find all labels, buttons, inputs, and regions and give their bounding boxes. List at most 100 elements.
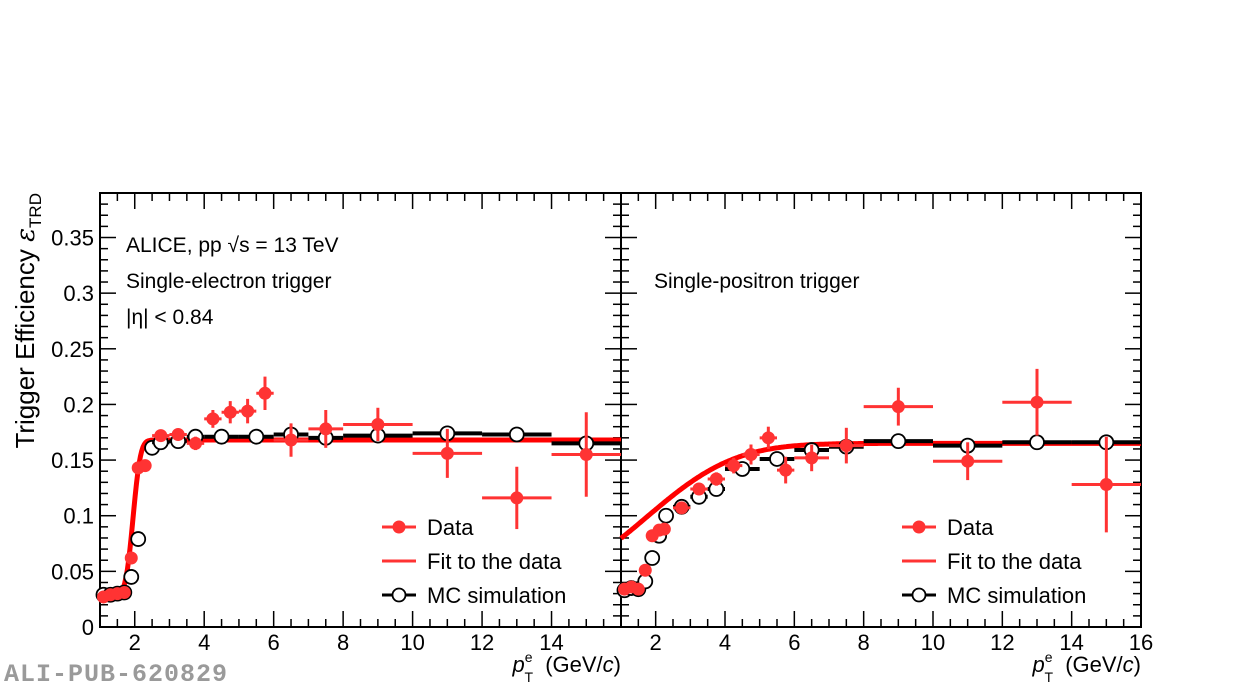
- left-y-tick-label: 0.25: [51, 337, 94, 362]
- legend-label: Fit to the data: [947, 549, 1082, 574]
- left-x-axis-label: pe T (GeV/c): [511, 649, 621, 685]
- left-data-point: [117, 586, 131, 600]
- left-mc-point: [130, 531, 147, 547]
- data-marker: [1030, 395, 1044, 409]
- left-x-tick-label: 6: [268, 630, 280, 655]
- data-marker: [138, 459, 152, 473]
- left-y-tick-label: 0.05: [51, 559, 94, 584]
- publication-id-watermark: ALI-PUB-620829: [4, 660, 229, 689]
- data-marker: [223, 405, 237, 419]
- right-mc-point: [890, 433, 907, 450]
- data-marker: [631, 582, 645, 596]
- right-data-point: [638, 563, 652, 577]
- data-marker: [761, 431, 775, 445]
- legend-label: MC simulation: [947, 583, 1086, 608]
- legend-label: Data: [947, 515, 994, 540]
- right-x-tick-label: 16: [1129, 630, 1153, 655]
- left-x-tick-label: 10: [400, 630, 424, 655]
- left-data-point: [412, 428, 483, 478]
- right-mc-point: [658, 507, 674, 524]
- data-marker: [241, 404, 255, 418]
- left-x-tick-label: 4: [198, 630, 210, 655]
- right-data-point: [690, 482, 708, 496]
- legend-mc-marker: [911, 587, 927, 603]
- data-marker: [839, 439, 853, 453]
- left-mc-point: [248, 428, 265, 445]
- legend-label: Fit to the data: [427, 549, 562, 574]
- right-mc-point: [644, 550, 661, 566]
- data-marker: [744, 448, 758, 462]
- legend-data-marker: [912, 520, 926, 534]
- left-y-tick-label: 0.2: [63, 392, 94, 417]
- left-data-point: [186, 436, 205, 451]
- right-data-point: [707, 472, 725, 486]
- right-data-point: [794, 444, 829, 472]
- data-marker: [124, 551, 138, 565]
- left-annotation: Single-electron trigger: [126, 270, 331, 293]
- legend-data-marker: [392, 520, 406, 534]
- left-data-point: [221, 401, 239, 424]
- left-data-point: [308, 410, 344, 448]
- right-x-tick-label: 2: [650, 630, 662, 655]
- data-marker: [579, 448, 593, 462]
- left-fit-curve: [100, 437, 621, 599]
- right-data-point: [933, 442, 1003, 481]
- left-data-point: [169, 427, 187, 441]
- left-mc-point: [508, 426, 525, 443]
- left-annotation: |η| < 0.84: [126, 306, 214, 329]
- right-legend-entry: MC simulation: [902, 583, 1086, 608]
- left-legend-entry: Data: [382, 515, 474, 540]
- left-x-tick-label: 2: [129, 630, 141, 655]
- left-legend-entry: MC simulation: [382, 583, 566, 608]
- left-x-tick-label: 8: [337, 630, 349, 655]
- right-data-point: [863, 387, 933, 426]
- left-y-tick-label: 0.35: [51, 226, 94, 251]
- left-data-point: [204, 410, 222, 428]
- y-axis-label: Trigger Efficiency εTRD: [10, 193, 45, 449]
- right-data-point: [1071, 436, 1141, 533]
- right-x-axis-label: pe T (GeV/c): [1031, 649, 1141, 685]
- left-data-point: [273, 423, 309, 457]
- data-marker: [258, 386, 272, 400]
- data-marker: [440, 446, 454, 460]
- right-data-point: [777, 456, 795, 484]
- data-marker: [284, 433, 298, 447]
- right-x-tick-label: 4: [719, 630, 731, 655]
- legend-label: Data: [427, 515, 474, 540]
- left-data-point: [124, 551, 138, 565]
- data-marker: [779, 463, 793, 477]
- right-data-point: [725, 457, 743, 474]
- right-data-point: [829, 427, 864, 464]
- data-marker: [891, 400, 905, 414]
- right-legend-entry: Fit to the data: [902, 549, 1082, 574]
- right-x-tick-label: 10: [921, 630, 945, 655]
- data-marker: [675, 501, 689, 515]
- data-marker: [805, 451, 819, 465]
- data-marker: [171, 427, 185, 441]
- left-x-tick-label: 14: [539, 630, 563, 655]
- right-x-tick-label: 12: [990, 630, 1014, 655]
- right-data-point: [1002, 368, 1072, 436]
- left-data-point: [256, 376, 274, 410]
- data-marker: [510, 491, 524, 505]
- right-data-point: [673, 501, 691, 515]
- left-mc-point: [123, 569, 140, 585]
- right-data-point: [742, 444, 760, 465]
- left-data-point: [152, 429, 170, 443]
- right-data-point: [657, 522, 671, 536]
- data-marker: [319, 422, 333, 436]
- left-y-tick-label: 0.1: [63, 504, 94, 529]
- data-marker: [206, 412, 220, 426]
- right-x-tick-label: 14: [1059, 630, 1083, 655]
- data-marker: [709, 472, 723, 486]
- left-legend-entry: Fit to the data: [382, 549, 562, 574]
- right-legend-entry: Data: [902, 515, 994, 540]
- left-data-point: [343, 407, 413, 442]
- left-data-point: [238, 398, 257, 424]
- right-annotation: Single-positron trigger: [654, 270, 859, 293]
- left-annotation: ALICE, pp √s = 13 TeV: [126, 234, 339, 257]
- right-data-point: [759, 426, 777, 449]
- left-y-tick-label: 0: [82, 615, 94, 640]
- left-y-tick-label: 0.15: [51, 448, 94, 473]
